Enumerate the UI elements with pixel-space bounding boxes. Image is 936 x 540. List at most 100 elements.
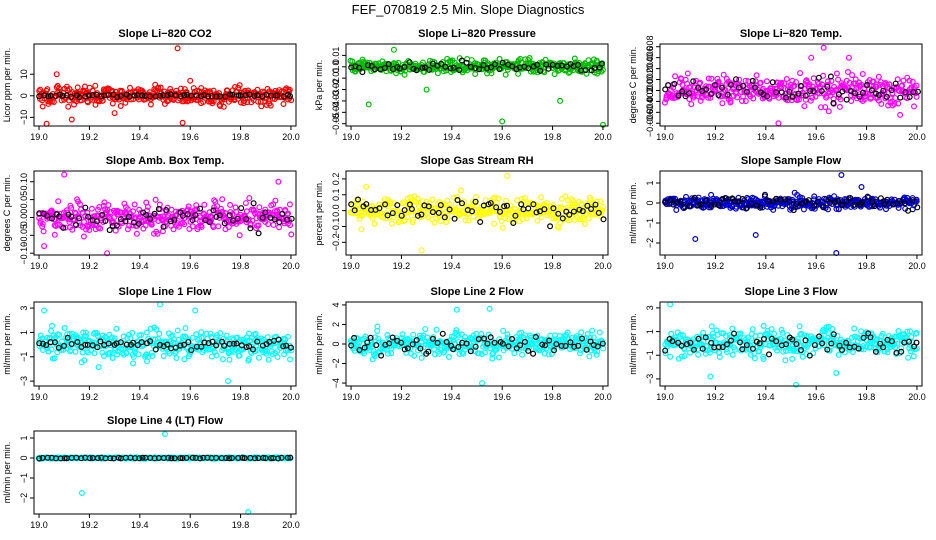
data-point-outlier [187, 77, 194, 84]
reference-point [117, 339, 124, 346]
x-tick-label: 19.6 [807, 132, 825, 142]
data-point [749, 326, 756, 333]
data-point [846, 79, 853, 86]
data-point [684, 70, 691, 77]
data-point [445, 354, 452, 361]
reference-point [262, 209, 269, 216]
reference-point [550, 205, 557, 212]
data-point [495, 354, 502, 361]
data-point [584, 331, 591, 338]
data-points [36, 171, 295, 257]
data-point [80, 218, 87, 225]
y-axis-label: kPa per min. [314, 60, 324, 111]
y-tick-label: 0 [645, 200, 655, 205]
data-point-outlier [504, 172, 511, 179]
reference-point [484, 65, 491, 72]
reference-point [683, 341, 690, 348]
reference-point [723, 341, 730, 348]
data-point [288, 231, 295, 238]
data-point [215, 223, 222, 230]
data-point [578, 201, 585, 208]
reference-point [274, 92, 281, 99]
data-point [731, 346, 738, 353]
reference-point [898, 348, 905, 355]
data-point [401, 199, 408, 206]
reference-point [348, 201, 355, 208]
data-point [147, 325, 154, 332]
data-point [904, 328, 911, 335]
reference-point [41, 92, 48, 99]
data-point [727, 99, 734, 106]
reference-point [234, 215, 241, 222]
x-tick-label: 19.0 [342, 132, 360, 142]
reference-point [235, 92, 242, 99]
data-point-outlier [479, 380, 486, 387]
data-point [143, 329, 150, 336]
data-point [594, 204, 601, 211]
data-point [269, 351, 276, 358]
data-point [65, 103, 72, 110]
reference-point [251, 92, 258, 99]
data-point [891, 333, 898, 340]
data-point [84, 209, 91, 216]
data-point-outlier [365, 101, 372, 108]
reference-point [584, 202, 591, 209]
reference-point [51, 339, 58, 346]
plot-frame [659, 170, 923, 256]
y-tick-label: 0.1 [331, 189, 341, 202]
reference-point [525, 347, 532, 354]
data-point-outlier [179, 119, 186, 126]
data-point [906, 77, 913, 84]
reference-point [43, 342, 50, 349]
reference-point [695, 84, 702, 91]
x-tick-label: 19.0 [30, 132, 48, 142]
reference-point [797, 347, 804, 354]
reference-point [125, 213, 132, 220]
x-tick-label: 20.0 [908, 261, 926, 271]
reference-point [418, 211, 425, 218]
data-point [596, 329, 603, 336]
data-point-outlier [499, 118, 506, 125]
data-point [182, 325, 189, 332]
data-point [734, 94, 741, 101]
data-point [51, 231, 58, 238]
data-point [778, 79, 785, 86]
y-tick-label: 0.0 [331, 204, 341, 217]
reference-point [361, 344, 368, 351]
data-point [589, 327, 596, 334]
data-point [236, 232, 243, 239]
data-point [144, 203, 151, 210]
data-point [729, 325, 736, 332]
reference-point [146, 93, 153, 100]
data-point [706, 349, 713, 356]
reference-point [284, 454, 291, 461]
reference-point [748, 200, 755, 207]
x-tick-label: 20.0 [282, 132, 300, 142]
reference-point [554, 62, 561, 69]
reference-point [782, 341, 789, 348]
panel-title: Slope Line 3 Flow [745, 286, 838, 298]
data-point [429, 196, 436, 203]
data-point [795, 96, 802, 103]
reference-point [376, 205, 383, 212]
reference-point [82, 204, 89, 211]
data-point [401, 71, 408, 78]
x-tick-label: 19.4 [757, 261, 775, 271]
data-point [148, 221, 155, 228]
data-point [587, 197, 594, 204]
reference-point [880, 344, 887, 351]
reference-point [736, 339, 743, 346]
data-point [898, 345, 905, 352]
reference-point [472, 198, 479, 205]
data-point-outlier [833, 370, 840, 377]
data-point [413, 199, 420, 206]
data-point [498, 218, 505, 225]
reference-point [135, 220, 142, 227]
reference-point [839, 347, 846, 354]
data-point [80, 233, 87, 240]
data-point [111, 335, 118, 342]
data-point [114, 351, 121, 358]
x-tick-label: 19.2 [393, 132, 411, 142]
data-point [722, 332, 729, 339]
